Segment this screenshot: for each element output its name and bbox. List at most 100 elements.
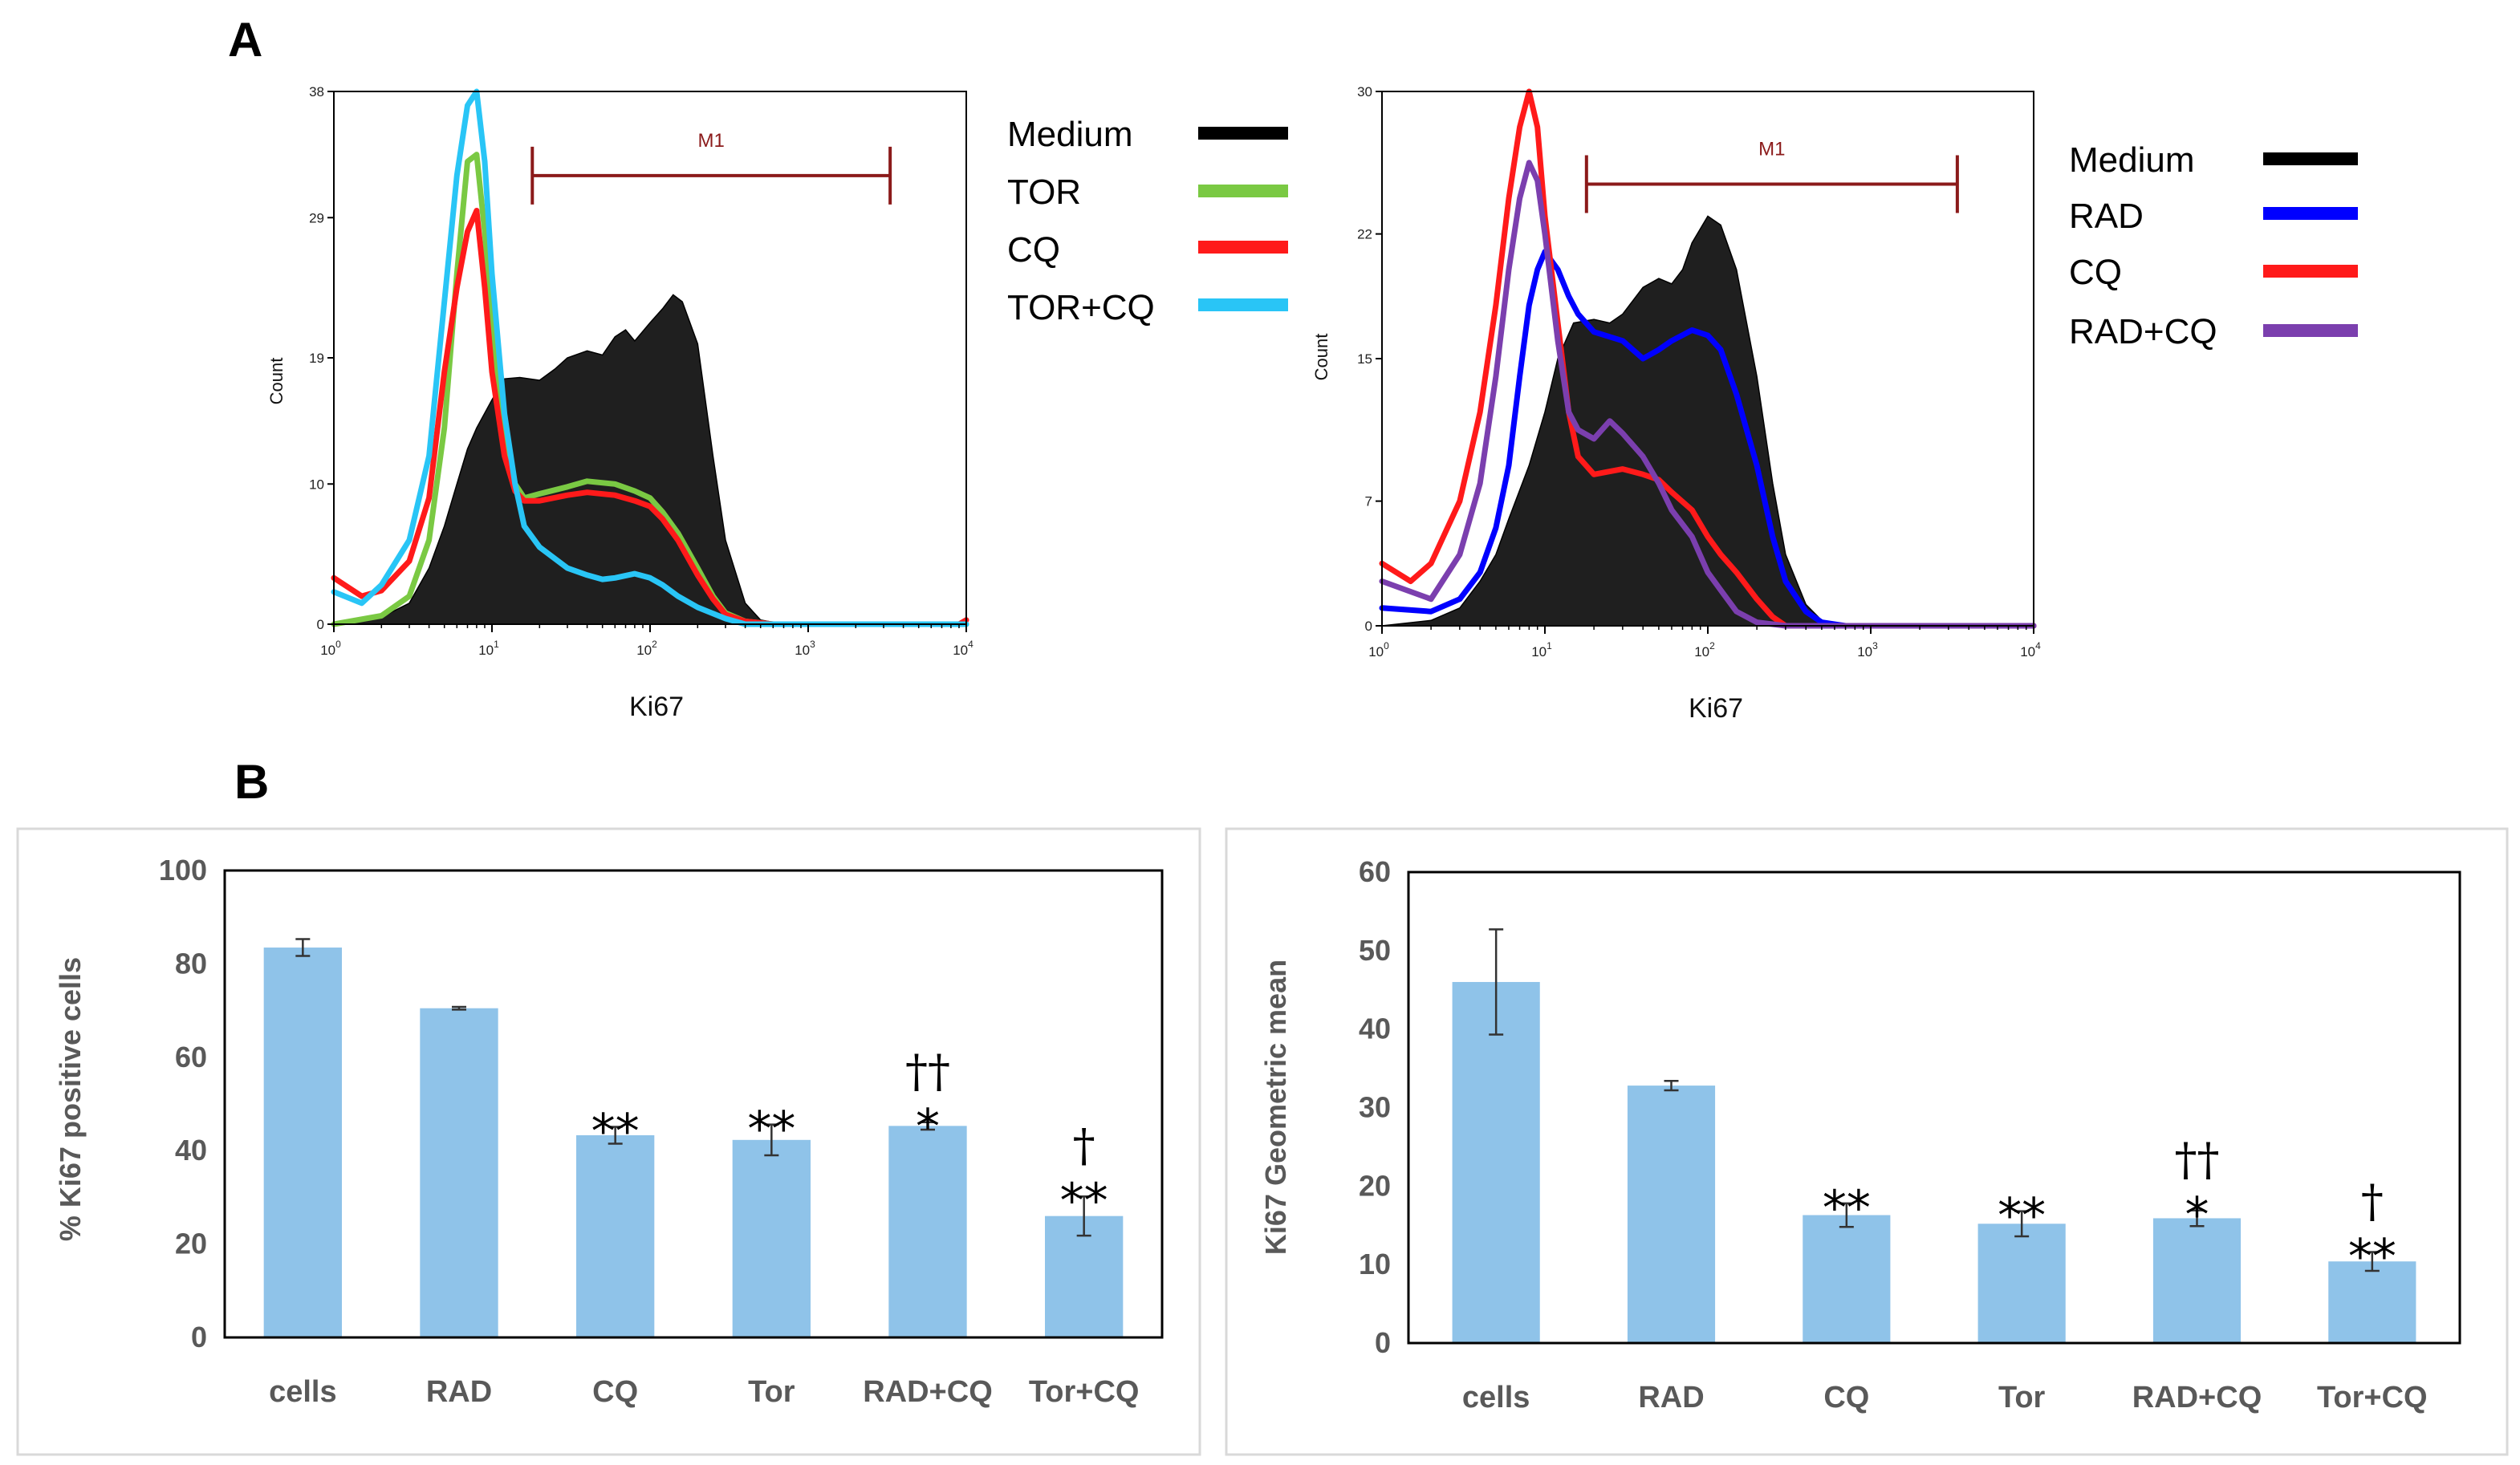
hist-right-xtick-label: 103 [1857, 640, 1878, 659]
legend-left-label-medium: Medium [1007, 115, 1133, 154]
bar-left-category-label: RAD [426, 1375, 492, 1409]
bar-left-ytick-label: 60 [175, 1041, 207, 1073]
bar-left-significance-rad-cq: †† [905, 1046, 950, 1098]
bar-right-category-label: Tor+CQ [2317, 1381, 2428, 1414]
bar-left-bar-cq [576, 1134, 655, 1337]
hist-left-series-medium [333, 294, 966, 625]
bar-right-ytick-label: 30 [1359, 1091, 1391, 1124]
bar-right-significance-rad-cq: * [2185, 1187, 2209, 1244]
bar-right-bar-tor-cq [2328, 1261, 2416, 1343]
hist-right-series [1379, 88, 2037, 629]
bar-left-significance-tor-cq: † [1073, 1120, 1095, 1172]
hist-left-ytick-label: 19 [309, 351, 324, 366]
legend-left-swatch-tor-cq [1198, 298, 1288, 311]
bar-right-category-label: RAD [1638, 1381, 1704, 1414]
bar-chart-left: % Ki67 positive cells ** ** *††**† 0204060… [16, 827, 1201, 1456]
hist-left-xtick-label: 101 [478, 639, 499, 658]
bar-right-bar-tor [1977, 1224, 2066, 1343]
bar-right-ytick-label: 20 [1359, 1169, 1391, 1202]
bar-right-ytick-label: 50 [1359, 934, 1391, 967]
bar-right-category-label: RAD+CQ [2132, 1381, 2262, 1414]
legend-left: Medium TOR CQ TOR+CQ [1007, 115, 1288, 327]
panel-label-a: A [228, 13, 262, 67]
histogram-right: Count Ki67 M1 0 7 15 22 30 100 101 102 103 104 [1311, 84, 2041, 724]
bar-right-category-label: cells [1462, 1381, 1530, 1414]
hist-right-series-medium [1381, 215, 2034, 627]
bar-left-category-label: Tor+CQ [1029, 1375, 1140, 1409]
hist-right-xtick-label: 101 [1531, 640, 1552, 659]
histogram-left: Count Ki67 M1 0 10 19 29 38 100 101 102 103 104 [266, 84, 973, 722]
bar-left-bar-rad [420, 1008, 498, 1337]
bar-right-significance-rad-cq: †† [2175, 1134, 2220, 1187]
legend-left-swatch-cq [1198, 241, 1288, 254]
bar-right-significance-tor-cq: † [2361, 1176, 2384, 1228]
hist-right-series-rad [1379, 249, 2037, 629]
bar-left-bars: ** ** *††**† [263, 938, 1124, 1337]
bar-left-ytick-label: 20 [175, 1228, 207, 1260]
legend-right-swatch-rad [2263, 207, 2358, 220]
bar-left-category-label: cells [269, 1375, 337, 1409]
hist-left-ytick-label: 10 [309, 477, 324, 492]
hist-right-ytick-label: 0 [1365, 619, 1372, 634]
hist-left-ytick-label: 38 [309, 84, 324, 99]
legend-right-label-medium: Medium [2069, 140, 2195, 180]
bar-left-category-label: CQ [592, 1375, 638, 1409]
hist-right-ticks: 0 7 15 22 30 100 101 102 103 104 [1357, 84, 2041, 659]
bar-right-category-label: Tor [1998, 1381, 2046, 1414]
legend-left-swatch-tor [1198, 185, 1288, 197]
legend-right: Medium RAD CQ RAD+CQ [2069, 140, 2358, 351]
legend-right-label-rad-cq: RAD+CQ [2069, 312, 2217, 351]
hist-right-ylabel: Count [1311, 334, 1331, 381]
legend-right-swatch-cq [2263, 265, 2358, 278]
hist-right-xlabel: Ki67 [1689, 693, 1743, 724]
hist-left-frame [333, 91, 967, 625]
hist-left-gate-label: M1 [698, 130, 725, 152]
bar-right-plot-frame [1407, 870, 2461, 1345]
bar-right-ytick-label: 10 [1359, 1248, 1391, 1280]
hist-left-ylabel: Count [266, 358, 287, 405]
bar-chart-right: Ki67 Geometric mean ** ** *††**† 010203040… [1225, 827, 2509, 1456]
legend-left-label-cq: CQ [1007, 230, 1060, 270]
bar-left-bar-rad-cq [888, 1126, 967, 1337]
bar-left-category-label: Tor [748, 1375, 795, 1409]
bar-left-ytick-label: 80 [175, 947, 207, 980]
hist-right-xtick-label: 100 [1368, 640, 1389, 659]
hist-left-series-tor-cq [331, 88, 969, 627]
bar-left-ytick-label: 40 [175, 1134, 207, 1167]
bar-right-significance-tor: ** [1998, 1188, 2046, 1244]
bar-left-ticks: 0 20 40 60 80 100 cells RAD CQ Tor RAD+CQ Tor+CQ [159, 854, 1140, 1409]
hist-left-series [331, 88, 969, 627]
bar-left-ylabel: % Ki67 positive cells [54, 957, 87, 1241]
bar-right-ticks: 0 10 20 30 40 50 60 cells RAD CQ Tor RAD+CQ Tor+CQ [1359, 855, 2428, 1414]
legend-right-label-rad: RAD [2069, 197, 2144, 236]
bar-left-category-label: RAD+CQ [863, 1375, 993, 1409]
bar-left-significance-rad-cq: * [916, 1099, 940, 1155]
hist-left-ytick-label: 0 [317, 617, 324, 632]
legend-right-swatch-medium [2263, 152, 2358, 165]
bar-right-ytick-label: 60 [1359, 855, 1391, 888]
hist-right-frame [1381, 91, 2034, 627]
bar-right-bars: ** ** *††**† [1452, 928, 2416, 1343]
legend-right-swatch-rad-cq [2263, 324, 2358, 337]
hist-left-xtick-label: 102 [636, 639, 657, 658]
bar-right-outer-box [1225, 827, 2509, 1456]
bar-right-ytick-label: 0 [1375, 1326, 1391, 1359]
hist-right-series-cq [1379, 88, 2037, 629]
hist-left-xtick-label: 100 [320, 639, 341, 658]
legend-right-label-cq: CQ [2069, 253, 2122, 292]
hist-right-xtick-label: 104 [2020, 640, 2041, 659]
legend-left-label-tor-cq: TOR+CQ [1007, 288, 1155, 327]
legend-left-label-tor: TOR [1007, 172, 1081, 212]
hist-right-gate: M1 [1584, 138, 1959, 213]
bar-right-ylabel: Ki67 Geometric mean [1259, 960, 1292, 1255]
bar-left-significance-tor-cq: ** [1060, 1173, 1108, 1229]
bar-right-bar-cq [1803, 1215, 1891, 1343]
hist-right-series-rad-cq [1379, 160, 2037, 629]
hist-left-xlabel: Ki67 [629, 692, 684, 722]
bar-left-ytick-label: 100 [159, 854, 207, 887]
hist-right-ytick-label: 15 [1357, 351, 1372, 367]
hist-right-gate-label: M1 [1758, 138, 1785, 160]
hist-right-xtick-label: 102 [1694, 640, 1715, 659]
bar-left-significance-tor: ** [747, 1102, 795, 1158]
bar-right-significance-cq: ** [1823, 1180, 1871, 1236]
